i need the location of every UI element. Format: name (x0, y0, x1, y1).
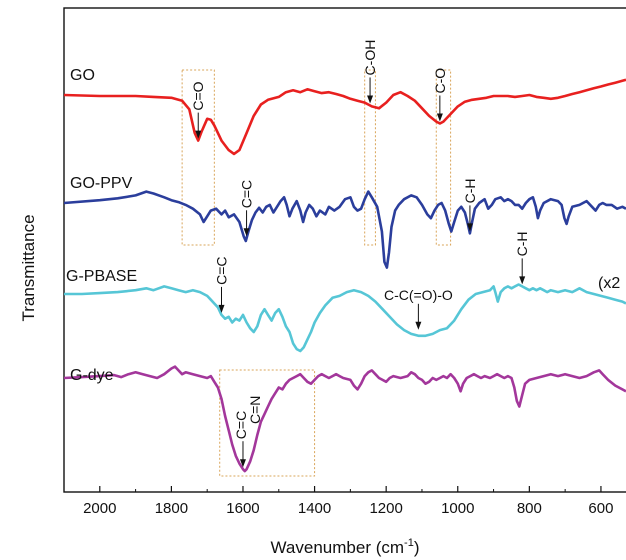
x-tick-label: 1800 (155, 500, 188, 517)
annotation-label: C-H (462, 179, 478, 204)
annotation-arrowhead (243, 228, 250, 237)
series-label-go-ppv: GO-PPV (70, 175, 133, 192)
highlight-boxes (181, 69, 452, 477)
x-tick-label: 1200 (369, 500, 402, 517)
annotation-label: C=C (214, 256, 230, 284)
x-tick-label: 1400 (298, 500, 331, 517)
series-line-go-ppv (63, 190, 626, 269)
x-tick-label: 600 (588, 500, 613, 517)
annotation-arrowhead (195, 130, 202, 139)
annotation-label: C-OH (362, 40, 378, 76)
annotation-label: C-C(=O)-O (384, 287, 453, 303)
annotation-label: C-O (432, 68, 448, 94)
plot-border (63, 7, 626, 493)
series-line-g-pbase (64, 283, 626, 353)
annotation-arrowhead (367, 95, 374, 104)
annotation-arrowhead (466, 223, 473, 232)
annotation-label: C=N (247, 396, 263, 424)
y-axis-title: Transmittance (19, 214, 38, 321)
annotation-label: C=O (190, 81, 206, 110)
series-label-go: GO (70, 67, 95, 84)
highlight-box (364, 69, 376, 246)
x-tick-label: 1600 (226, 500, 259, 517)
x-tick-label: 800 (517, 500, 542, 517)
series-lines (63, 78, 626, 473)
annotation-arrowhead (239, 459, 246, 468)
annotation-label: C=C (239, 180, 255, 208)
annotation-arrowhead (415, 321, 422, 330)
x-tick-label: 2000 (83, 500, 116, 517)
plot-frame (63, 7, 626, 493)
annotation-arrowhead (436, 113, 443, 122)
series-line-go (63, 78, 626, 156)
annotation-label: C=C (233, 411, 249, 439)
annotations: C=OC-OHC-OC=C C-HC=CC-C(=O)-OC-HC=CC=N(x2 (190, 40, 620, 468)
series-label-g-dye: G-dye (70, 367, 114, 384)
x-axis-ticks: 2000 1800 1600 1400 1200 1000 800 600 (63, 486, 613, 517)
series-line-g-dye (63, 365, 626, 473)
highlight-box (219, 369, 316, 477)
x-axis-title: Wavenumber (cm-1) (271, 537, 420, 557)
series-label-g-pbase: G-PBASE (66, 268, 137, 285)
annotation-arrowhead (218, 304, 225, 313)
highlight-box (435, 69, 452, 246)
annotation-label: C-H (514, 232, 530, 257)
series-labels: GO GO-PPV G-PBASE G-dye (66, 67, 137, 384)
annotation-arrowhead (519, 276, 526, 285)
highlight-box (181, 69, 215, 246)
scale-note: (x2 (598, 275, 620, 292)
x-tick-label: 1000 (441, 500, 474, 517)
